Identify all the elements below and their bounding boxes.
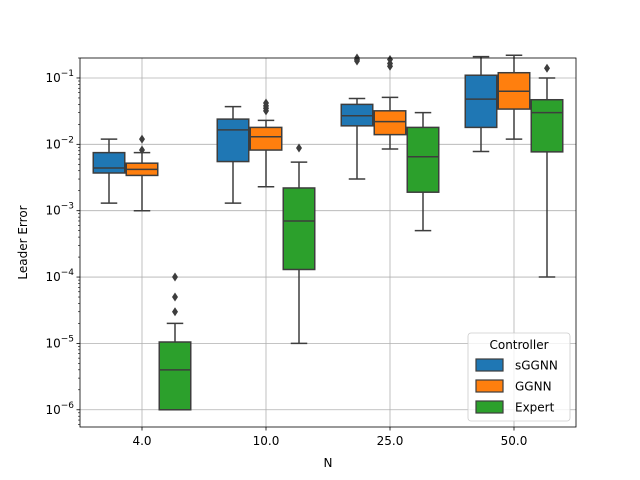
y-tick-label: 10−5	[45, 334, 74, 350]
outlier-marker	[139, 145, 145, 155]
legend-frame	[467, 332, 571, 422]
outlier-marker	[544, 63, 550, 73]
box-body	[282, 187, 316, 271]
y-tick-label: 10−3	[45, 202, 74, 218]
y-tick-label: 10−2	[45, 135, 74, 151]
box-ggnn-10.0	[249, 98, 283, 188]
outlier-marker	[139, 134, 145, 144]
box-ggnn-25.0	[373, 54, 407, 150]
box-ggnn-4.0	[125, 134, 159, 212]
legend-label-ggnn: GGNN	[515, 380, 552, 394]
box-body	[406, 126, 440, 193]
outlier-marker	[263, 98, 269, 108]
outlier-marker	[172, 292, 178, 302]
y-axis-label: Leader Error	[16, 205, 30, 279]
legend-label-expert: Expert	[515, 401, 555, 415]
box-ggnn-50.0	[497, 54, 531, 140]
box-sggnn-10.0	[216, 105, 250, 204]
box-body	[158, 341, 192, 411]
box-sggnn-50.0	[464, 55, 498, 153]
box-body	[530, 98, 564, 153]
box-expert-50.0	[530, 63, 564, 278]
box-body	[464, 74, 498, 129]
legend-swatch-ggnn	[475, 379, 504, 393]
box-body	[216, 118, 250, 163]
outlier-marker	[172, 307, 178, 317]
box-sggnn-25.0	[340, 53, 374, 180]
legend: Controller sGGNN GGNN Expert	[467, 332, 571, 422]
box-expert-10.0	[282, 143, 316, 345]
outlier-marker	[172, 272, 178, 282]
legend-label-sggnn: sGGNN	[515, 359, 558, 373]
box-sggnn-4.0	[92, 138, 126, 204]
legend-title: Controller	[489, 338, 548, 352]
axis-ticks: 10−6 10−5 10−4 10−3 10−2 10−1 4.0 10.0 25.0 50.0	[45, 57, 528, 448]
outlier-marker	[387, 54, 393, 64]
x-tick-label: 50.0	[501, 434, 528, 448]
box-body	[373, 110, 407, 136]
box-expert-4.0	[158, 272, 192, 411]
legend-swatch-expert	[475, 400, 504, 414]
outlier-marker	[296, 143, 302, 153]
x-tick-label: 25.0	[377, 434, 404, 448]
box-expert-25.0	[406, 111, 440, 232]
boxes	[92, 53, 564, 411]
x-tick-label: 4.0	[132, 434, 151, 448]
y-tick-label: 10−1	[45, 69, 74, 85]
plot-frame	[79, 57, 577, 428]
box-body	[92, 151, 126, 174]
y-tick-label: 10−6	[45, 401, 74, 417]
x-axis-label: N	[324, 456, 333, 470]
x-tick-label: 10.0	[253, 434, 280, 448]
box-body	[249, 126, 283, 151]
legend-swatch-sggnn	[475, 358, 504, 372]
y-tick-label: 10−4	[45, 268, 74, 284]
